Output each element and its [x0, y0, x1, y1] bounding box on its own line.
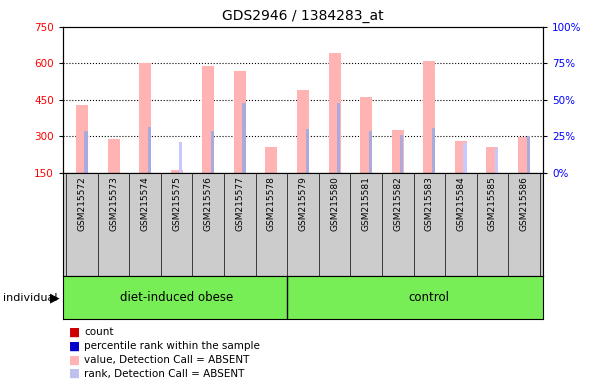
- Text: GSM215580: GSM215580: [330, 176, 339, 231]
- Bar: [495, 148, 498, 173]
- Text: GSM215577: GSM215577: [235, 176, 244, 231]
- Bar: [202, 66, 214, 173]
- Text: GSM215574: GSM215574: [140, 176, 149, 231]
- Bar: [463, 143, 467, 173]
- Text: GSM215575: GSM215575: [172, 176, 181, 231]
- Text: GSM215583: GSM215583: [425, 176, 434, 231]
- Text: GSM215578: GSM215578: [267, 176, 276, 231]
- Title: GDS2946 / 1384283_at: GDS2946 / 1384283_at: [222, 9, 384, 23]
- Bar: [527, 136, 530, 173]
- Bar: [76, 105, 88, 173]
- Text: ■: ■: [69, 367, 80, 380]
- Bar: [424, 61, 436, 173]
- Text: ■: ■: [69, 339, 80, 353]
- Text: GSM215586: GSM215586: [520, 176, 529, 231]
- Bar: [148, 127, 151, 173]
- Text: GSM215582: GSM215582: [393, 176, 402, 231]
- Text: value, Detection Call = ABSENT: value, Detection Call = ABSENT: [84, 355, 250, 365]
- Bar: [360, 97, 372, 173]
- Text: GSM215584: GSM215584: [457, 176, 466, 231]
- Text: diet-induced obese: diet-induced obese: [120, 291, 233, 304]
- Text: individual: individual: [3, 293, 58, 303]
- Bar: [392, 129, 404, 173]
- Bar: [329, 53, 341, 173]
- Bar: [85, 131, 88, 173]
- Bar: [139, 63, 151, 173]
- Bar: [297, 90, 309, 173]
- Text: rank, Detection Call = ABSENT: rank, Detection Call = ABSENT: [84, 369, 244, 379]
- Bar: [432, 128, 435, 173]
- Text: GSM215581: GSM215581: [362, 176, 371, 231]
- Bar: [211, 131, 214, 173]
- Bar: [170, 170, 182, 173]
- Text: GSM215579: GSM215579: [299, 176, 308, 231]
- Bar: [265, 147, 277, 173]
- Bar: [400, 135, 403, 173]
- Bar: [305, 129, 308, 173]
- Text: GSM215576: GSM215576: [204, 176, 213, 231]
- Text: ▶: ▶: [50, 291, 59, 304]
- Text: GSM215572: GSM215572: [77, 176, 86, 231]
- Bar: [368, 131, 372, 173]
- Text: ■: ■: [69, 326, 80, 339]
- Bar: [337, 104, 340, 173]
- Text: control: control: [409, 291, 450, 304]
- Bar: [487, 147, 499, 173]
- Bar: [455, 141, 467, 173]
- Text: GSM215573: GSM215573: [109, 176, 118, 231]
- Bar: [179, 142, 182, 173]
- Bar: [107, 139, 119, 173]
- Bar: [234, 71, 246, 173]
- Bar: [518, 137, 530, 173]
- Text: ■: ■: [69, 353, 80, 366]
- Text: GSM215585: GSM215585: [488, 176, 497, 231]
- Bar: [242, 104, 245, 173]
- Text: count: count: [84, 327, 113, 337]
- Text: percentile rank within the sample: percentile rank within the sample: [84, 341, 260, 351]
